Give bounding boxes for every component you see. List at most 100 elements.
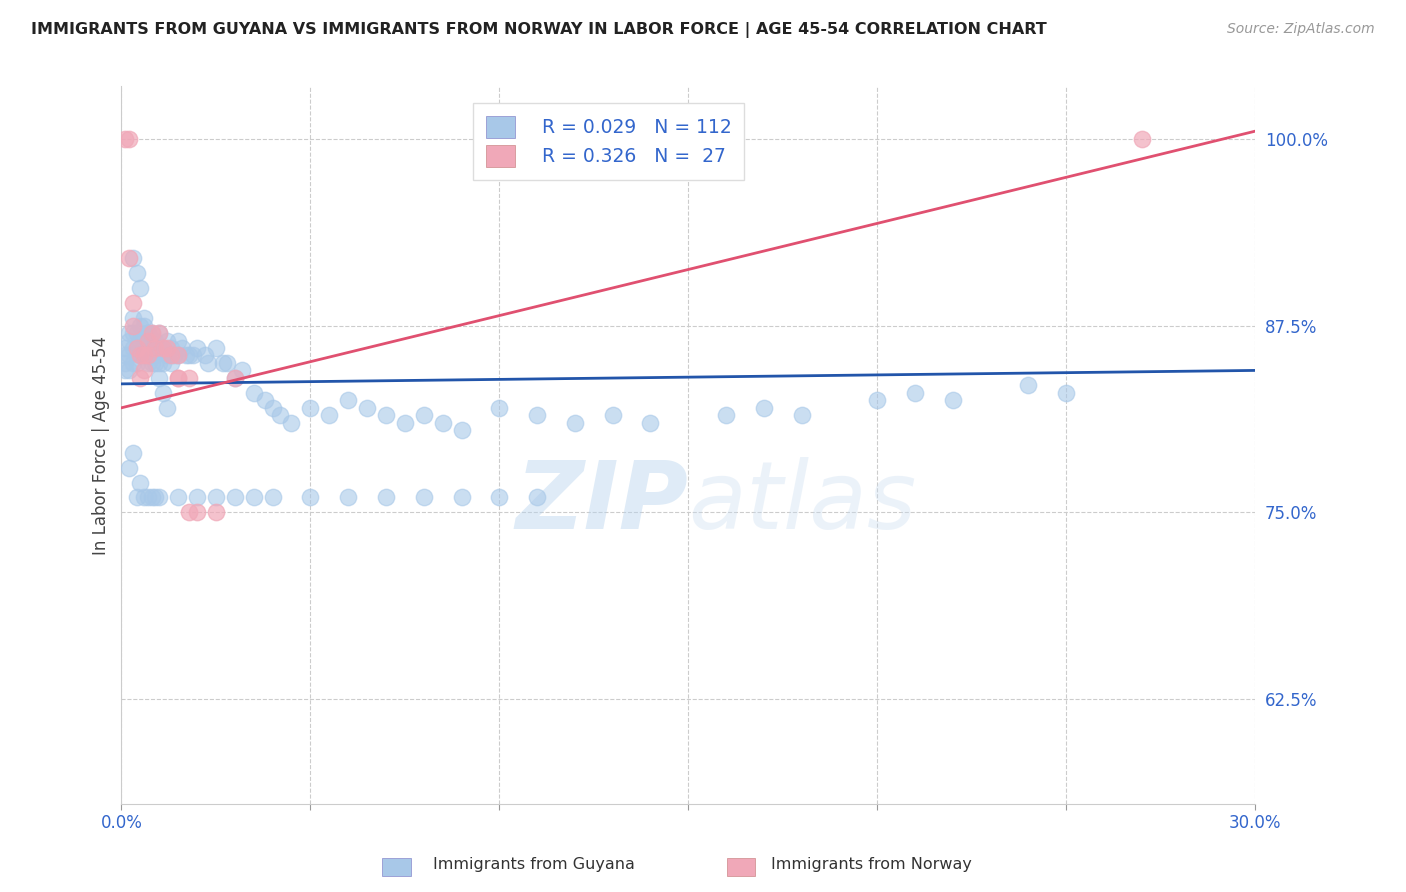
Point [132, 349, 155, 363]
Point [640, 416, 662, 430]
Point [148, 491, 170, 505]
Point [262, 401, 284, 415]
Point [205, 341, 228, 355]
Point [253, 393, 276, 408]
Y-axis label: In Labor Force | Age 45-54: In Labor Force | Age 45-54 [93, 335, 110, 555]
Point [170, 341, 193, 355]
Point [114, 363, 136, 377]
Point [205, 491, 228, 505]
Text: Immigrants from Norway: Immigrants from Norway [772, 857, 972, 872]
Text: atlas: atlas [688, 457, 917, 548]
Point [167, 349, 190, 363]
Point [197, 356, 219, 370]
Point [129, 334, 152, 348]
Point [118, 131, 141, 145]
Point [114, 349, 136, 363]
Point [488, 491, 510, 505]
Point [156, 349, 179, 363]
Point [602, 409, 624, 423]
Point [714, 409, 737, 423]
Point [121, 318, 143, 333]
Point [141, 356, 163, 370]
Point [148, 326, 170, 340]
Point [118, 252, 141, 266]
Point [121, 445, 143, 459]
Point [132, 363, 155, 377]
Point [148, 326, 170, 340]
Point [141, 341, 163, 355]
Point [280, 416, 302, 430]
Point [262, 491, 284, 505]
Point [118, 460, 141, 475]
Point [114, 341, 136, 355]
Point [136, 349, 159, 363]
Point [167, 491, 190, 505]
Point [121, 326, 143, 340]
Point [129, 371, 152, 385]
Point [141, 326, 163, 340]
Point [179, 505, 201, 519]
Point [136, 491, 159, 505]
Point [148, 356, 170, 370]
Point [141, 326, 163, 340]
Point [121, 252, 143, 266]
Point [450, 491, 472, 505]
Point [186, 491, 208, 505]
Point [318, 409, 340, 423]
Point [145, 334, 167, 348]
Point [156, 401, 179, 415]
Point [564, 416, 586, 430]
Point [374, 409, 396, 423]
Point [132, 311, 155, 326]
Point [114, 131, 136, 145]
Point [132, 349, 155, 363]
Point [159, 349, 181, 363]
Point [299, 491, 322, 505]
Legend:   R = 0.029   N = 112,   R = 0.326   N =  27: R = 0.029 N = 112, R = 0.326 N = 27 [474, 103, 744, 180]
Point [212, 356, 235, 370]
Point [412, 409, 434, 423]
Point [121, 296, 143, 310]
Point [145, 341, 167, 355]
Point [224, 371, 246, 385]
Point [752, 401, 775, 415]
Point [174, 349, 197, 363]
Point [156, 334, 179, 348]
Point [136, 326, 159, 340]
Point [394, 416, 416, 430]
Point [526, 409, 548, 423]
Point [152, 341, 174, 355]
Text: IMMIGRANTS FROM GUYANA VS IMMIGRANTS FROM NORWAY IN LABOR FORCE | AGE 45-54 CORR: IMMIGRANTS FROM GUYANA VS IMMIGRANTS FRO… [31, 22, 1046, 38]
Text: ZIP: ZIP [516, 457, 688, 549]
Text: Immigrants from Guyana: Immigrants from Guyana [433, 857, 636, 872]
Point [224, 371, 246, 385]
Point [136, 356, 159, 370]
Point [136, 334, 159, 348]
Point [217, 356, 239, 370]
Point [118, 326, 141, 340]
Point [167, 371, 190, 385]
Point [125, 341, 148, 355]
Point [866, 393, 889, 408]
Point [118, 349, 141, 363]
Point [450, 423, 472, 437]
Point [337, 491, 360, 505]
Point [152, 356, 174, 370]
Text: Source: ZipAtlas.com: Source: ZipAtlas.com [1227, 22, 1375, 37]
Point [129, 349, 152, 363]
Point [121, 311, 143, 326]
Point [231, 363, 253, 377]
Point [432, 416, 454, 430]
Point [132, 318, 155, 333]
Point [167, 371, 190, 385]
Point [356, 401, 378, 415]
Point [242, 491, 264, 505]
Point [148, 371, 170, 385]
Point [1017, 378, 1039, 392]
Point [790, 409, 813, 423]
Point [114, 356, 136, 370]
Point [179, 371, 201, 385]
Point [412, 491, 434, 505]
Point [148, 341, 170, 355]
Point [269, 409, 291, 423]
